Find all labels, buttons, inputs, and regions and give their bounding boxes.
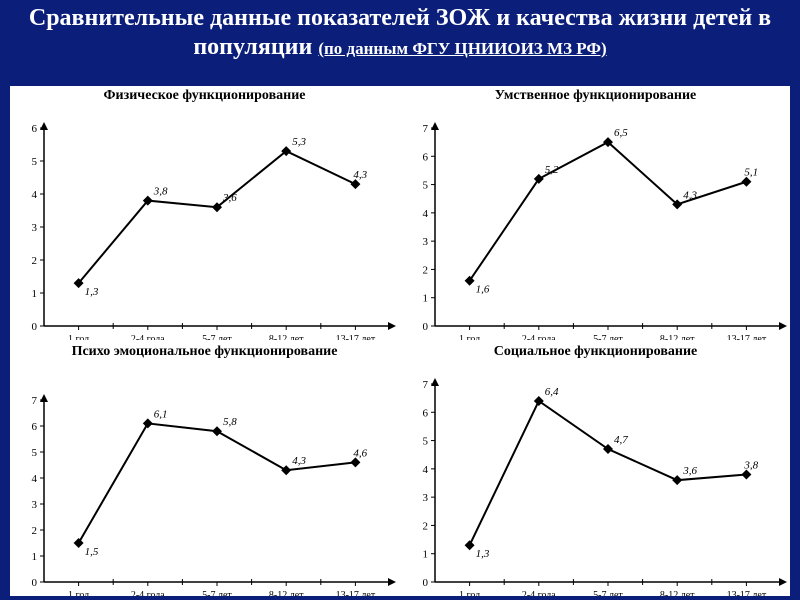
xtick-label: 1 год [68, 590, 89, 596]
ytick-label: 6 [423, 151, 429, 163]
ytick-label: 7 [423, 123, 429, 135]
data-label: 6,4 [545, 386, 559, 398]
ytick-label: 0 [423, 577, 429, 589]
ytick-label: 7 [32, 395, 38, 407]
data-label: 1,6 [476, 284, 490, 296]
ytick-label: 1 [423, 293, 429, 305]
chart-panel-mind: Умственное функционирование 0 1 2 3 4 5 6 7 1 год… [401, 86, 790, 340]
xtick-label: 1 год [459, 334, 480, 340]
data-label: 3,6 [682, 465, 697, 477]
ytick-label: 5 [423, 436, 429, 448]
chart-svg-mind: 0 1 2 3 4 5 6 7 1 год 2-4 года 5-7 лет 8-12 лет 13-1… [401, 104, 789, 340]
ytick-label: 5 [32, 447, 38, 459]
ytick-label: 4 [423, 464, 429, 476]
data-line [470, 142, 747, 281]
ytick-label: 0 [423, 321, 429, 333]
data-label: 4,3 [683, 189, 697, 201]
data-line [79, 151, 356, 283]
xtick-label: 2-4 года [131, 334, 165, 340]
data-label: 3,6 [222, 192, 237, 204]
slide-title-sub: (по данным ФГУ ЦНИИОИЗ МЗ РФ) [318, 39, 606, 58]
ytick-label: 2 [32, 255, 38, 267]
data-label: 4,6 [353, 447, 367, 459]
xtick-label: 2-4 года [131, 590, 165, 596]
chart-title-social: Социальное функционирование [401, 342, 790, 360]
chart-svg-phys: 0 1 2 3 4 5 6 1 год 2-4 года 5-7 лет 8-12 лет 13-17… [10, 104, 398, 340]
ytick-label: 1 [32, 288, 38, 300]
xtick-label: 2-4 года [522, 590, 556, 596]
xtick-label: 5-7 лет [593, 590, 623, 596]
data-label: 5,8 [223, 416, 237, 428]
xtick-label: 1 год [459, 590, 480, 596]
data-label: 3,8 [743, 460, 758, 472]
chart-title-mind: Умственное функционирование [401, 86, 790, 104]
chart-panel-phys: Физическое функционирование 0 1 2 3 4 5 6 1 год 2… [10, 86, 399, 340]
ytick-label: 2 [423, 265, 429, 277]
data-marker [465, 540, 475, 550]
data-label: 5,2 [545, 164, 559, 176]
data-line [79, 423, 356, 543]
xtick-label: 13-17 лет [727, 334, 767, 340]
ytick-label: 3 [423, 236, 429, 248]
data-label: 1,3 [476, 548, 490, 560]
xtick-label: 8-12 лет [660, 334, 695, 340]
data-marker [281, 465, 291, 475]
chart-grid: Физическое функционирование 0 1 2 3 4 5 6 1 год 2… [10, 86, 790, 596]
xtick-label: 8-12 лет [269, 334, 304, 340]
ytick-label: 3 [32, 222, 38, 234]
xtick-label: 13-17 лет [727, 590, 767, 596]
data-line [470, 401, 747, 545]
data-label: 6,1 [154, 408, 168, 420]
ytick-label: 7 [423, 379, 429, 391]
chart-title-psycho: Психо эмоциональное функционирование [10, 342, 399, 360]
ytick-label: 4 [32, 473, 38, 485]
data-label: 5,1 [744, 167, 758, 179]
ytick-label: 3 [32, 499, 38, 511]
xtick-label: 8-12 лет [269, 590, 304, 596]
data-label: 4,7 [614, 434, 628, 446]
xtick-label: 5-7 лет [202, 590, 232, 596]
ytick-label: 6 [32, 421, 38, 433]
ytick-label: 0 [32, 321, 38, 333]
slide: Сравнительные данные показателей ЗОЖ и к… [0, 0, 800, 600]
chart-svg-social: 0 1 2 3 4 5 6 7 1 год 2-4 года 5-7 лет 8-12 лет 13-1… [401, 360, 789, 596]
xtick-label: 8-12 лет [660, 590, 695, 596]
chart-panel-psycho: Психо эмоциональное функционирование 0 1 2 3… [10, 342, 399, 596]
data-label: 1,5 [85, 546, 99, 558]
ytick-label: 1 [32, 551, 38, 563]
ytick-label: 2 [32, 525, 38, 537]
data-label: 4,3 [353, 169, 367, 181]
data-label: 4,3 [292, 455, 306, 467]
xtick-label: 5-7 лет [202, 334, 232, 340]
xtick-label: 1 год [68, 334, 89, 340]
data-label: 3,8 [153, 186, 168, 198]
ytick-label: 1 [423, 549, 429, 561]
data-marker [212, 426, 222, 436]
xtick-label: 5-7 лет [593, 334, 623, 340]
ytick-label: 0 [32, 577, 38, 589]
chart-svg-psycho: 0 1 2 3 4 5 6 7 1 год 2-4 года 5-7 лет 8-12 лет 13-1… [10, 360, 398, 596]
data-marker [74, 538, 84, 548]
ytick-label: 6 [32, 123, 38, 135]
data-label: 6,5 [614, 127, 628, 139]
data-marker [143, 418, 153, 428]
xtick-label: 13-17 лет [336, 590, 376, 596]
chart-panel-social: Социальное функционирование 0 1 2 3 4 5 6 7 1 год… [401, 342, 790, 596]
xtick-label: 2-4 года [522, 334, 556, 340]
data-marker [672, 475, 682, 485]
ytick-label: 4 [423, 208, 429, 220]
ytick-label: 5 [423, 180, 429, 192]
ytick-label: 2 [423, 521, 429, 533]
data-label: 1,3 [85, 286, 99, 298]
ytick-label: 6 [423, 407, 429, 419]
chart-title-phys: Физическое функционирование [10, 86, 399, 104]
ytick-label: 5 [32, 156, 38, 168]
ytick-label: 4 [32, 189, 38, 201]
data-label: 5,3 [292, 136, 306, 148]
slide-title-block: Сравнительные данные показателей ЗОЖ и к… [0, 0, 800, 62]
ytick-label: 3 [423, 492, 429, 504]
xtick-label: 13-17 лет [336, 334, 376, 340]
